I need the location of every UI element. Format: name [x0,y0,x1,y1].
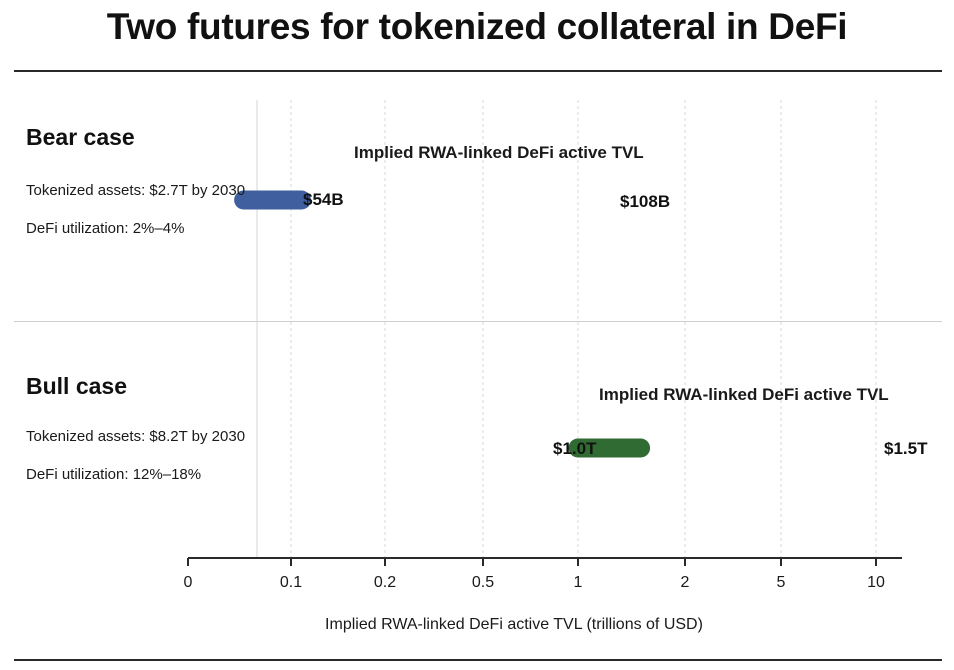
bull-defi-utilization: DeFi utilization: 12%–18% [26,466,202,483]
x-tick-label: 1 [574,574,583,591]
bull-tokenized-assets: Tokenized assets: $8.2T by 2030 [26,428,246,445]
bear-tokenized-assets: Tokenized assets: $2.7T by 2030 [26,182,246,199]
bear-low-label: $54B [303,190,344,209]
bear-range-caption: Implied RWA-linked DeFi active TVL [354,143,644,162]
grid-lines [256,100,877,557]
bottom-rule [14,659,942,661]
bear-case-title: Bear case [26,124,135,150]
bear-defi-utilization: DeFi utilization: 2%–4% [26,220,185,237]
x-tick-label: 5 [777,574,786,591]
x-axis: 0 0.1 0.2 0.5 1 2 5 10 [184,557,902,591]
top-rule [14,70,942,72]
chart-title: Two futures for tokenized collateral in … [106,6,848,47]
x-tick-label: 0.1 [280,574,302,591]
bull-high-label: $1.5T [884,439,928,458]
range-bars [234,190,651,458]
bear-high-label: $108B [620,192,671,211]
x-tick-label: 0.2 [374,574,396,591]
x-tick-label: 0.5 [472,574,494,591]
x-tick-label: 10 [867,574,885,591]
x-tick-label: 0 [184,574,193,591]
bull-range-caption: Implied RWA-linked DeFi active TVL [599,385,889,404]
x-axis-label: Implied RWA-linked DeFi active TVL (tril… [325,616,703,633]
x-tick-label: 2 [681,574,690,591]
section-divider [14,321,942,322]
bull-low-label: $1.0T [553,439,597,458]
bull-case-title: Bull case [26,373,127,399]
